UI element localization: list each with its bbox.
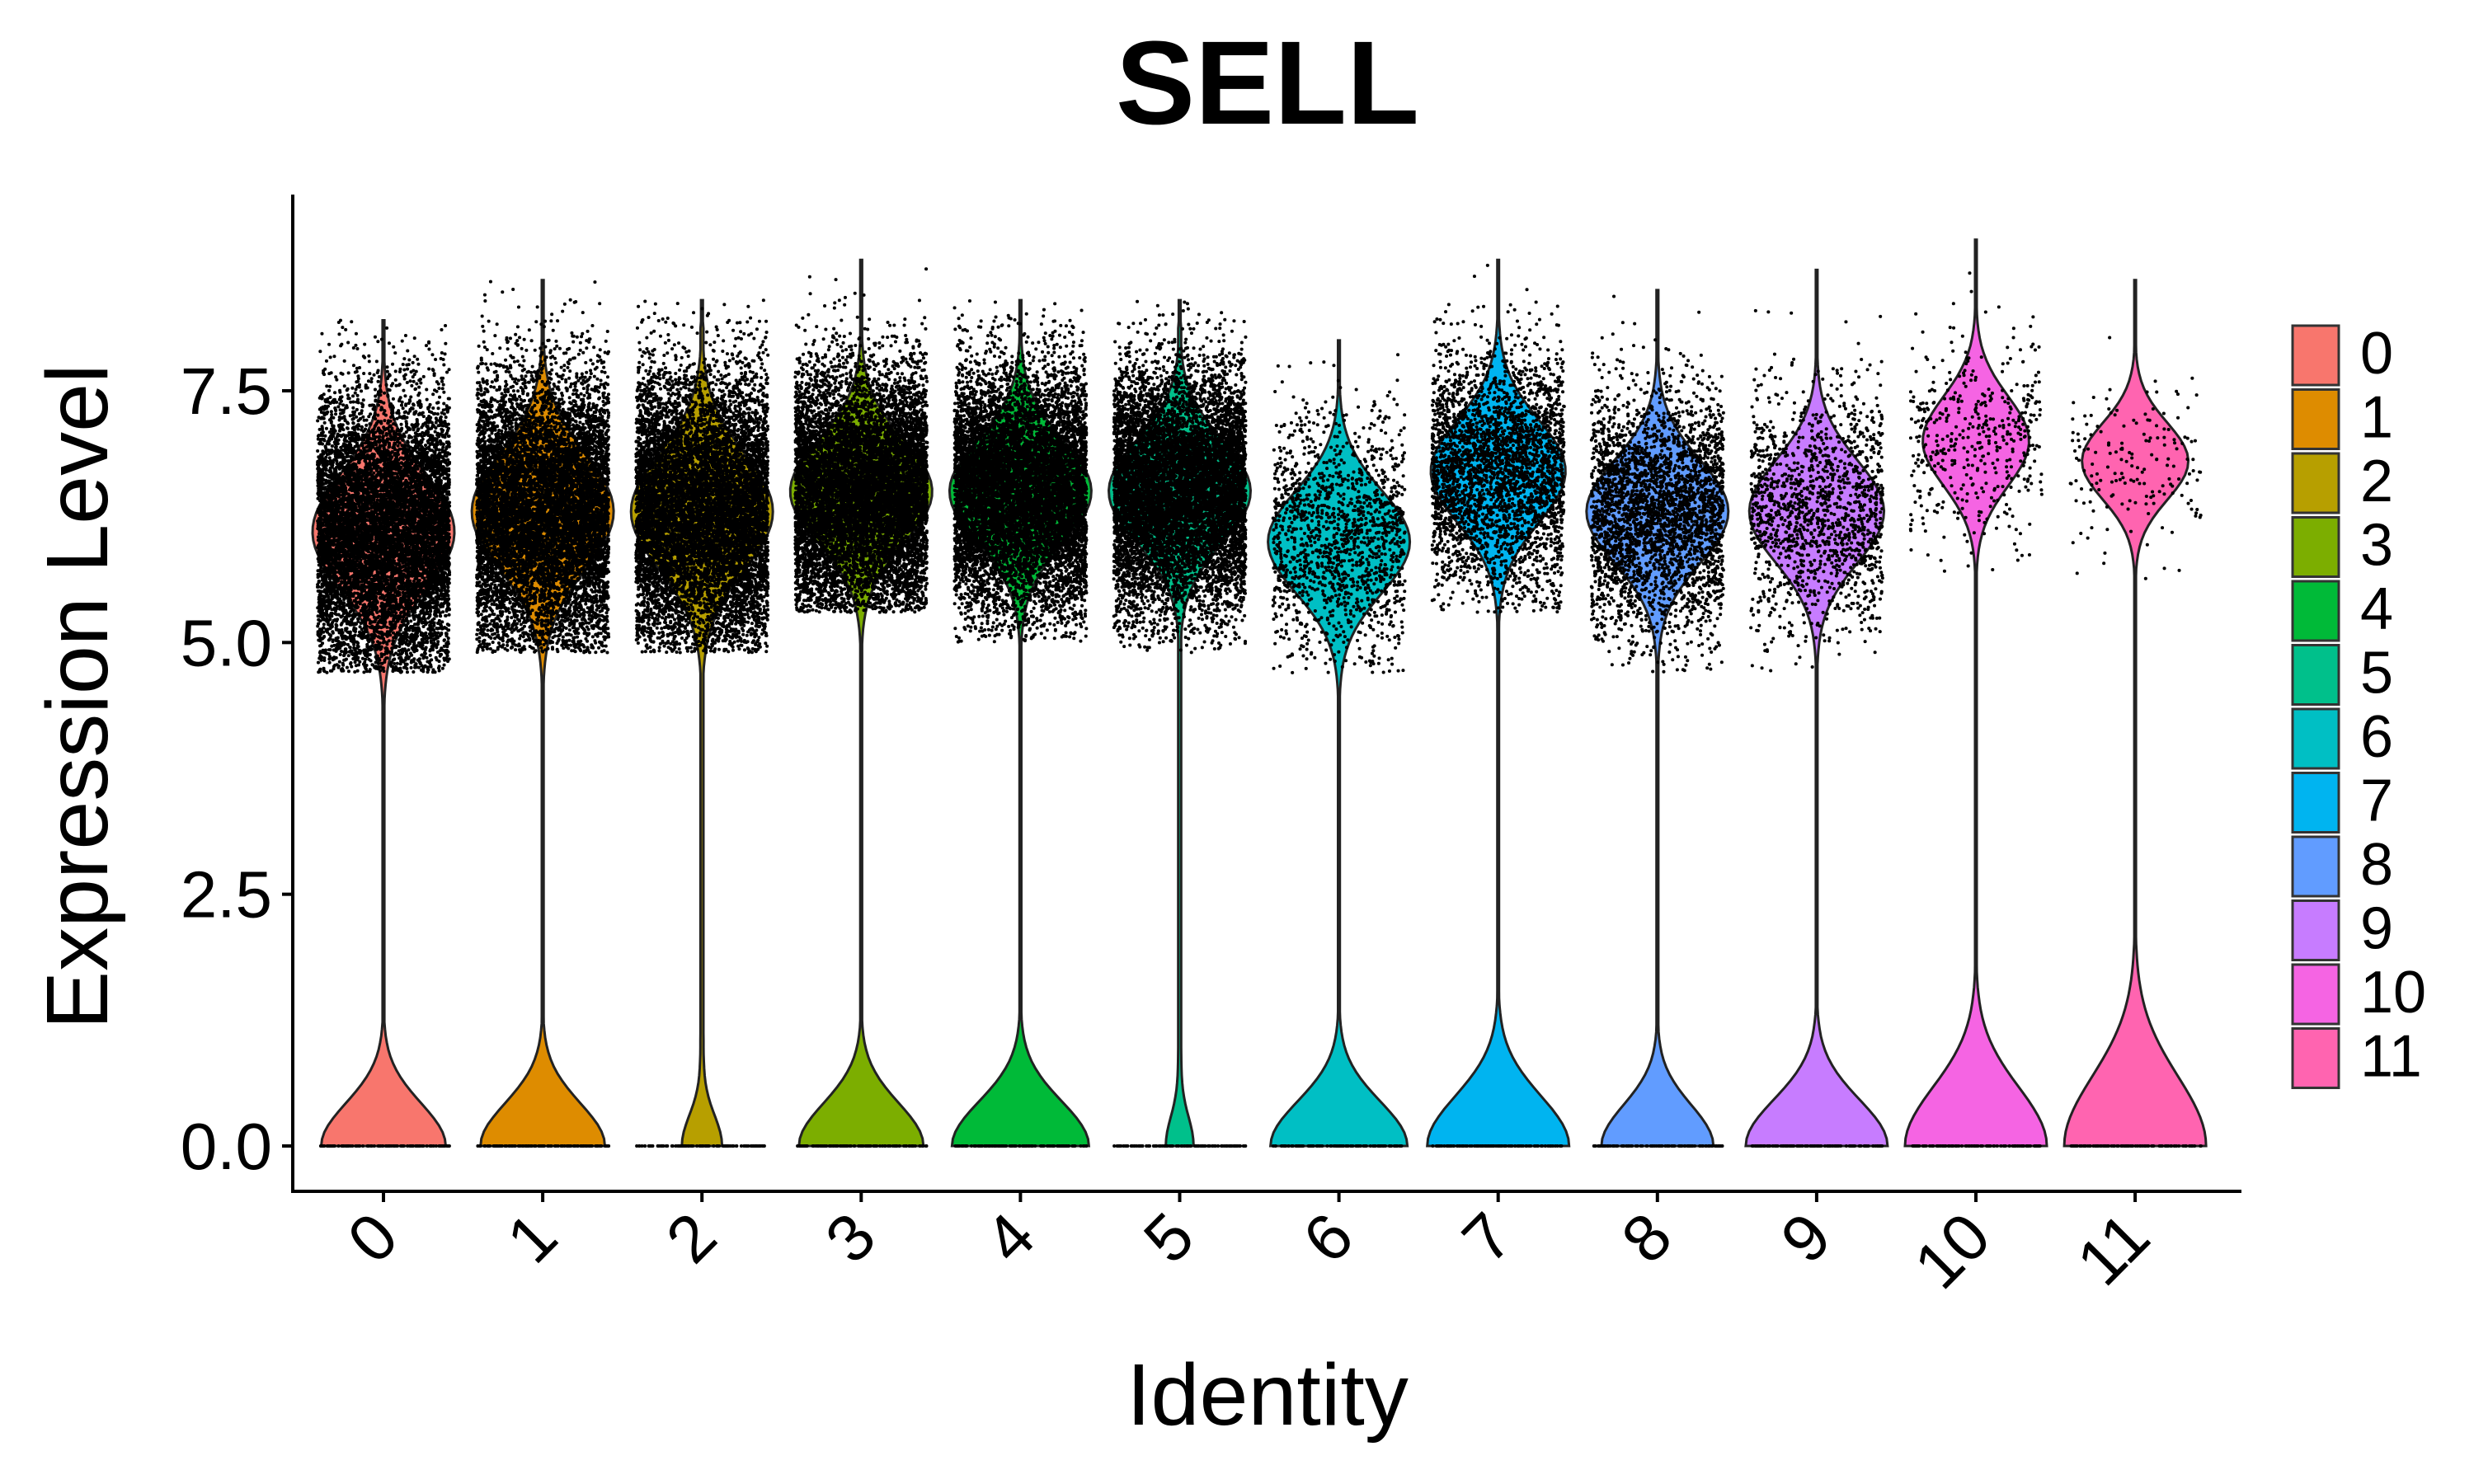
legend-label-2: 2 [2360, 448, 2393, 514]
violin-8 [1585, 289, 1730, 1148]
legend-label-10: 10 [2360, 960, 2426, 1026]
points-7 [1430, 263, 1566, 1148]
y-ticks: 0.0 2.5 5.0 7.5 [181, 355, 293, 1183]
points-1 [475, 279, 611, 1148]
legend-swatch-2 [2291, 452, 2340, 514]
points-8 [1589, 294, 1725, 1148]
legend-label-11: 11 [2360, 1024, 2422, 1090]
legend-swatch-4 [2291, 580, 2340, 642]
legend-label-9: 9 [2360, 896, 2393, 962]
legend-label-5: 5 [2360, 641, 2393, 707]
x-tick-label: 2 [652, 1199, 730, 1276]
points-5 [1112, 299, 1248, 1148]
y-tick-label: 7.5 [181, 355, 272, 428]
y-axis-label: Expression Level [29, 364, 126, 1029]
x-tick-label: 1 [493, 1199, 571, 1276]
x-tick-label: 5 [1130, 1199, 1207, 1276]
y-tick-label: 2.5 [181, 858, 272, 932]
x-tick-label: 9 [1767, 1199, 1845, 1276]
x-tick-label: 3 [811, 1199, 889, 1276]
violin-11 [2062, 279, 2208, 1148]
x-tick-label: 6 [1289, 1199, 1366, 1276]
legend-swatch-5 [2291, 644, 2340, 706]
violin-10 [1903, 238, 2048, 1148]
legend-swatch-11 [2291, 1027, 2340, 1089]
legend-swatch-7 [2291, 772, 2340, 834]
x-tick-label: 10 [1900, 1199, 2004, 1303]
legend-swatch-9 [2291, 899, 2340, 961]
points-9 [1748, 308, 1884, 1148]
x-tick-label: 4 [971, 1199, 1048, 1276]
points-2 [634, 298, 770, 1148]
violins-layer [311, 238, 2208, 1148]
y-tick-label: 5.0 [181, 606, 272, 679]
legend-label-1: 1 [2360, 385, 2393, 451]
violin-6 [1267, 339, 1412, 1148]
legend-label-8: 8 [2360, 832, 2393, 898]
x-tick-label: 8 [1607, 1199, 1685, 1276]
x-tick-label: 11 [2062, 1199, 2163, 1299]
x-tick-label: 0 [334, 1199, 412, 1276]
legend-swatch-8 [2291, 835, 2340, 898]
points-11 [2068, 336, 2203, 1148]
legend-label-3: 3 [2360, 513, 2393, 579]
y-tick-label: 0.0 [181, 1110, 272, 1183]
legend-label-7: 7 [2360, 768, 2393, 834]
x-ticks: 0 1 2 3 4 5 6 7 8 9 10 11 [334, 1191, 2163, 1303]
points-layer [316, 263, 2203, 1148]
x-tick-label: 7 [1448, 1199, 1526, 1276]
points-10 [1908, 271, 2044, 1148]
x-axis-label: Identity [1126, 1346, 1409, 1444]
legend-label-4: 4 [2360, 576, 2393, 642]
legend-swatch-10 [2291, 963, 2340, 1026]
chart-title: SELL [1116, 16, 1419, 149]
legend-label-6: 6 [2360, 704, 2393, 770]
legend-swatch-1 [2291, 388, 2340, 450]
points-6 [1271, 353, 1407, 1148]
violin-9 [1744, 268, 1889, 1148]
legend-swatch-3 [2291, 516, 2340, 578]
legend-swatch-0 [2291, 324, 2340, 387]
points-0 [316, 318, 452, 1148]
legend-label-0: 0 [2360, 321, 2393, 387]
points-3 [793, 267, 929, 1148]
legend-swatch-6 [2291, 707, 2340, 770]
points-4 [952, 299, 1089, 1148]
